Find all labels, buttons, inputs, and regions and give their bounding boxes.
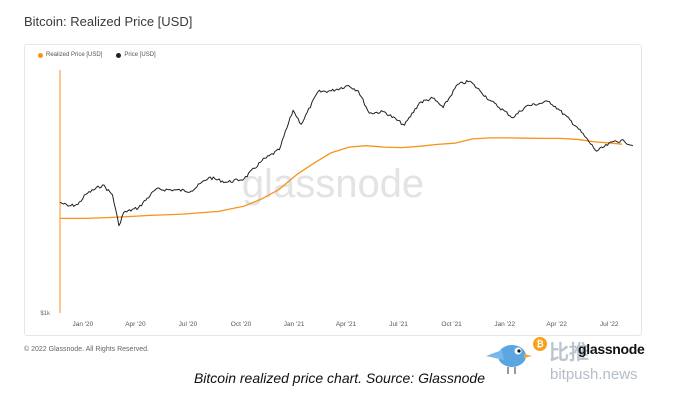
x-tick-label: Jul '22 <box>600 321 619 328</box>
legend-label-realized: Realized Price [USD] <box>46 52 103 58</box>
x-tick-label: Apr '20 <box>125 321 146 328</box>
brand-cn-text: 比推 <box>549 342 589 364</box>
glassnode-logo-text: glassnode <box>578 341 645 357</box>
legend-dot-price <box>116 52 122 58</box>
chart-legend: Realized Price [USD] Price [USD] <box>38 52 156 58</box>
legend-label-price: Price [USD] <box>124 52 156 58</box>
figure-caption: Bitcoin realized price chart. Source: Gl… <box>193 370 486 386</box>
svg-text:₿: ₿ <box>536 339 543 349</box>
legend-item-price[interactable]: Price [USD] <box>116 52 156 58</box>
x-tick-label: Jan '20 <box>73 321 94 328</box>
realized-price-line <box>60 137 623 220</box>
bitcoin-coin-icon <box>533 337 547 351</box>
y-tick-label: $1k <box>40 311 51 317</box>
chart-title: Bitcoin: Realized Price [USD] <box>24 14 193 29</box>
copyright-text: © 2022 Glassnode. All Rights Reserved. <box>24 346 150 353</box>
x-tick-label: Jul '21 <box>389 321 408 328</box>
price-line <box>59 80 634 227</box>
x-tick-label: Jul '20 <box>179 321 198 328</box>
x-tick-label: Oct '21 <box>441 321 462 328</box>
x-tick-label: Apr '22 <box>546 321 567 328</box>
x-tick-label: Apr '21 <box>336 321 357 328</box>
x-tick-label: Oct '20 <box>231 321 252 328</box>
legend-dot-realized <box>38 52 43 58</box>
x-tick-label: Jan '21 <box>284 321 305 328</box>
site-watermark: bitpush.news <box>550 366 638 383</box>
bird-logo-icon: ₿ <box>486 337 547 374</box>
chart-panel <box>24 44 642 336</box>
watermark-text: glassnode <box>242 162 424 206</box>
x-tick-label: Jan '22 <box>494 321 515 328</box>
legend-item-realized[interactable]: Realized Price [USD] <box>38 52 102 58</box>
